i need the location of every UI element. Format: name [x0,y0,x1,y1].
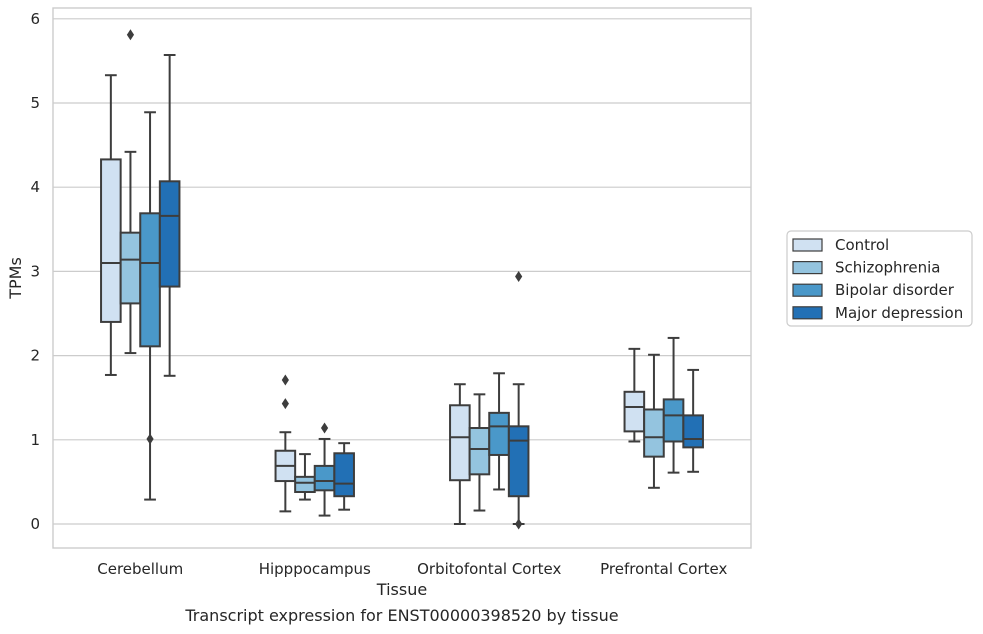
box-body [643,408,665,458]
box [100,74,122,376]
outlier-point [515,270,523,282]
series-control [100,74,646,525]
x-tick-label: Prefrontal Cortex [600,560,727,578]
box-body [313,464,336,492]
box-series-layer [100,29,704,530]
box [488,372,510,491]
y-tick-label: 0 [30,515,40,533]
x-tick-labels: Cerebellum Hipppocampus Orbitofontal Corte… [97,560,727,578]
box-body [468,427,491,476]
y-tick-label: 1 [30,431,40,449]
box [294,453,316,501]
box [468,393,491,512]
outlier-point [281,374,289,386]
x-tick-label: Orbitofontal Cortex [417,560,561,578]
outlier-point [515,518,523,530]
y-tick-label: 5 [30,94,40,112]
legend-label: Major depression [835,304,963,322]
legend-frame [786,230,973,327]
y-tick-label: 6 [30,10,40,28]
y-tick-labels: 0 1 2 3 4 5 6 [30,10,40,533]
chart-caption: Transcript expression for ENST0000039852… [184,606,618,625]
box-body [294,475,316,494]
box-body [488,411,510,456]
box [662,336,685,474]
box [682,368,704,473]
box [139,111,161,501]
plot-area [52,7,752,549]
x-axis-label: Tissue [376,580,427,599]
box [507,270,530,530]
outlier-point [126,29,135,41]
box [119,29,142,355]
outlier-point [320,422,329,434]
y-axis-label: TPMs [6,257,25,300]
box-body [682,414,704,449]
legend-label: Schizophrenia [835,259,940,277]
box-body [507,425,530,498]
series-bipolar-disorder [139,111,685,517]
box [274,374,297,513]
box-body [333,452,355,498]
box [449,383,471,525]
box [643,353,665,489]
legend-swatch [792,306,823,320]
box-body [158,180,181,288]
box [333,442,355,511]
legend-swatch [792,283,823,297]
box [623,347,646,443]
box-body [100,158,122,323]
box-body [662,398,685,443]
box-body [449,404,471,482]
series-schizophrenia [119,29,665,512]
legend-swatch [792,238,823,252]
series-major-depression [158,54,704,530]
box [313,422,336,517]
legend-label: Control [835,236,889,254]
box-body [119,231,142,305]
outlier-point [281,398,289,410]
outlier-point [146,433,154,445]
y-tick-label: 2 [30,347,40,365]
x-tick-label: Cerebellum [97,560,183,578]
box [158,54,181,377]
box-body [623,390,646,433]
legend-swatch [792,261,823,275]
y-tick-label: 3 [30,262,40,280]
legend: Control Schizophrenia Bipolar disorder Majo… [786,230,973,327]
y-tick-label: 4 [30,178,40,196]
x-tick-label: Hipppocampus [259,560,371,578]
legend-label: Bipolar disorder [835,281,955,299]
box-body [139,212,161,348]
